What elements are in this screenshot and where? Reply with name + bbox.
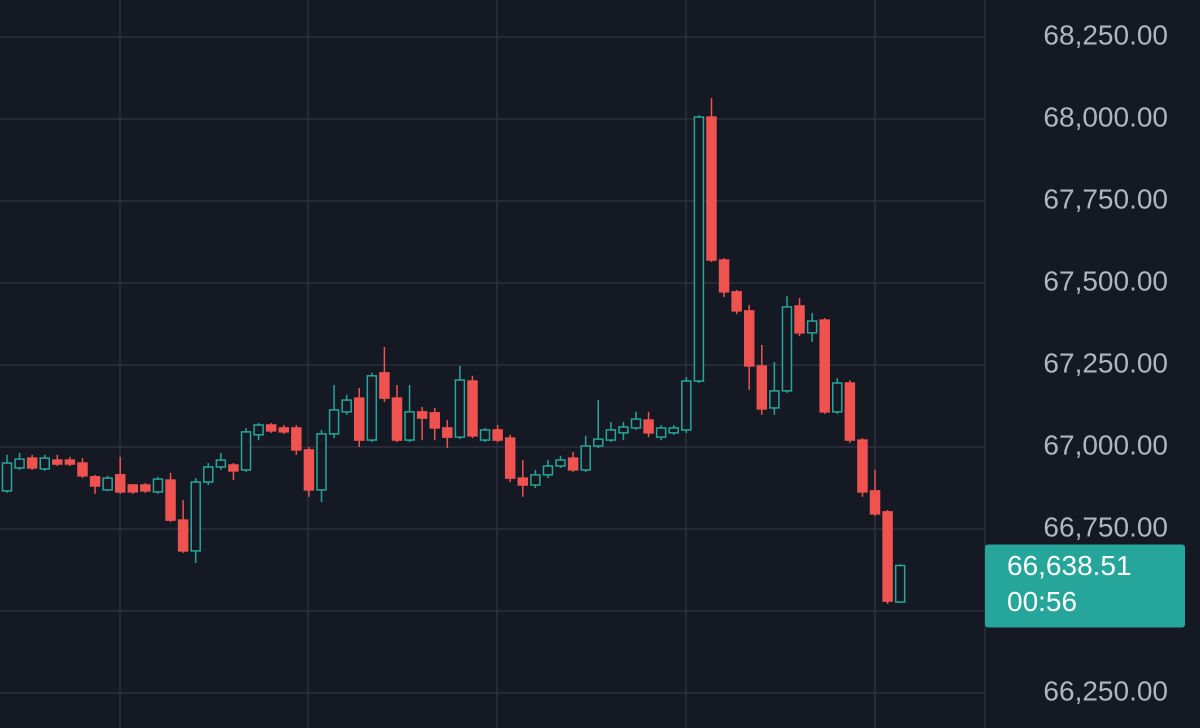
candle-body <box>492 429 503 441</box>
candle-body <box>265 424 277 432</box>
candle-body <box>580 445 591 471</box>
candle-body <box>165 479 176 521</box>
candle-body <box>140 484 151 492</box>
candle-body <box>605 429 617 441</box>
candle-body <box>391 397 403 441</box>
candle-body <box>1 462 13 492</box>
candle-body <box>14 458 25 469</box>
candle-body <box>530 474 541 486</box>
candle-body <box>693 116 705 382</box>
candle-body <box>152 478 164 493</box>
candle-body <box>555 459 566 467</box>
candle-body <box>832 382 843 413</box>
candle-body <box>479 429 491 441</box>
candle-body <box>353 397 365 441</box>
candle-body <box>316 433 327 491</box>
candle-body <box>630 418 642 429</box>
candle-body <box>668 427 679 434</box>
candle-body <box>190 481 201 552</box>
candle-body <box>731 291 742 312</box>
candle-body <box>328 409 340 435</box>
y-tick-label: 67,750.00 <box>1043 183 1168 214</box>
candle-body <box>379 372 390 399</box>
y-tick-label: 68,250.00 <box>1043 19 1168 50</box>
candle-body <box>869 490 881 515</box>
candle-body <box>39 457 50 470</box>
candle-body <box>454 379 466 438</box>
candle-body <box>341 399 352 413</box>
candle-body <box>228 464 239 472</box>
candle-body <box>177 519 189 552</box>
price-tag-countdown: 00:56 <box>1007 586 1077 617</box>
candle-body <box>278 427 290 433</box>
candle-body <box>894 564 906 603</box>
candle-body <box>781 306 793 392</box>
candle-body <box>64 459 76 465</box>
candle-body <box>77 462 88 477</box>
candle-body <box>303 449 315 491</box>
candle-body <box>203 466 214 483</box>
y-tick-label: 66,750.00 <box>1043 511 1168 542</box>
candle-body <box>114 474 126 493</box>
candle-body <box>504 437 516 479</box>
candle-body <box>681 380 692 431</box>
y-tick-label: 67,500.00 <box>1043 265 1168 296</box>
y-tick-label: 66,250.00 <box>1043 675 1168 706</box>
candle-body <box>89 476 101 487</box>
y-tick-label: 68,000.00 <box>1043 101 1168 132</box>
price-tag <box>985 544 1185 628</box>
candle-body <box>52 459 63 465</box>
candle-body <box>102 477 113 491</box>
candle-body <box>215 459 227 468</box>
candle-body <box>467 380 478 437</box>
candle-body <box>366 375 378 441</box>
candle-body <box>769 390 780 409</box>
candle-body <box>416 411 428 419</box>
y-tick-label: 67,250.00 <box>1043 347 1168 378</box>
candle-body <box>542 465 554 476</box>
candle-body <box>655 427 667 438</box>
candle-body <box>26 457 38 469</box>
candle-body <box>718 259 730 293</box>
candle-body <box>253 424 264 436</box>
candle-body <box>404 411 415 441</box>
candle-body <box>593 438 604 447</box>
candle-body <box>819 319 830 413</box>
candle-body <box>844 382 856 441</box>
candle-body <box>442 427 453 438</box>
candle-body <box>706 116 717 261</box>
candle-body <box>567 457 579 471</box>
candle-body <box>857 439 868 493</box>
candle-body <box>517 477 529 486</box>
candle-body <box>806 320 818 334</box>
candle-body <box>643 419 654 434</box>
candle-body <box>756 365 768 410</box>
candle-body <box>291 427 302 451</box>
candle-body <box>794 305 805 334</box>
candle-body <box>882 511 893 602</box>
candle-body <box>743 310 755 367</box>
candle-body <box>127 484 139 493</box>
candle-body <box>618 426 629 434</box>
candle-body <box>429 412 440 429</box>
y-tick-label: 67,000.00 <box>1043 429 1168 460</box>
candle-body <box>240 431 252 471</box>
price-tag-label: 66,638.51 <box>1007 550 1132 581</box>
